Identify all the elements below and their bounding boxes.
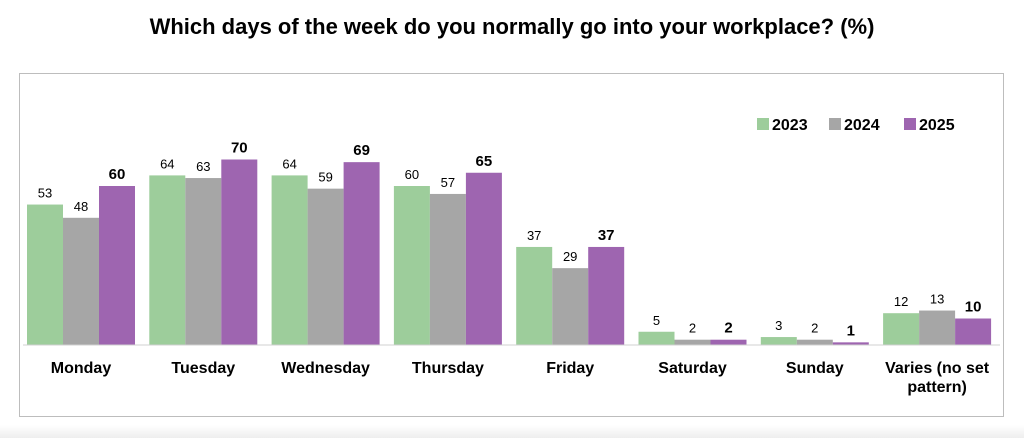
bar-friday-2023: [516, 246, 553, 345]
bar-thursday-2023: [393, 186, 430, 345]
data-label-sunday-2024: 2: [811, 321, 818, 336]
bar-friday-2024: [552, 268, 589, 345]
legend-label-2024: 2024: [844, 117, 880, 134]
data-label-tuesday-2023: 64: [160, 156, 174, 171]
category-label-wednesday: Wednesday: [281, 360, 370, 377]
bar-thursday-2025: [465, 172, 502, 345]
bar-saturday-2024: [674, 339, 711, 345]
bar-wednesday-2025: [343, 162, 380, 345]
data-label-wednesday-2024: 59: [318, 170, 332, 185]
bar-sunday-2023: [760, 337, 797, 345]
plot-area-frame: [19, 73, 1004, 417]
category-label-varies-no-set-pattern: Varies (no set pattern): [885, 360, 990, 396]
data-label-saturday-2025: 2: [724, 320, 732, 337]
data-label-friday-2023: 37: [527, 228, 541, 243]
category-label-saturday: Saturday: [658, 360, 727, 377]
data-label-thursday-2025: 65: [476, 153, 493, 170]
data-label-wednesday-2025: 69: [353, 142, 370, 159]
data-label-wednesday-2023: 64: [282, 156, 296, 171]
bar-tuesday-2024: [185, 178, 222, 345]
data-label-monday-2024: 48: [74, 199, 88, 214]
bar-tuesday-2025: [221, 159, 258, 345]
data-label-tuesday-2024: 63: [196, 159, 210, 174]
legend-swatch-2024: [829, 118, 841, 130]
bottom-edge-shadow: [0, 425, 1024, 438]
bar-sunday-2025: [832, 342, 869, 345]
data-label-varies-no-set-pattern-2024: 13: [930, 292, 944, 307]
bar-monday-2024: [63, 217, 99, 345]
bar-varies-no-set-pattern-2024: [919, 310, 956, 345]
chart-title: Which days of the week do you normally g…: [149, 14, 875, 39]
category-label-sunday: Sunday: [786, 360, 844, 377]
bar-varies-no-set-pattern-2025: [955, 318, 992, 345]
data-label-monday-2023: 53: [38, 186, 52, 201]
bar-monday-2025: [99, 186, 135, 345]
bar-wednesday-2023: [271, 175, 308, 345]
data-label-varies-no-set-pattern-2025: 10: [965, 299, 982, 316]
data-label-friday-2024: 29: [563, 249, 577, 264]
legend-label-2025: 2025: [919, 117, 955, 134]
legend-label-2023: 2023: [772, 117, 808, 134]
legend-swatch-2025: [904, 118, 916, 130]
category-label-monday: Monday: [51, 360, 112, 377]
bar-wednesday-2024: [307, 188, 344, 345]
data-label-sunday-2023: 3: [775, 318, 782, 333]
data-label-thursday-2023: 60: [405, 167, 419, 182]
legend-swatch-2023: [757, 118, 769, 130]
bar-tuesday-2023: [149, 175, 186, 345]
bar-friday-2025: [588, 246, 625, 345]
bar-saturday-2023: [638, 331, 675, 345]
bar-sunday-2024: [796, 339, 833, 345]
data-label-saturday-2024: 2: [689, 321, 696, 336]
data-label-friday-2025: 37: [598, 227, 615, 244]
data-label-varies-no-set-pattern-2023: 12: [894, 294, 908, 309]
data-label-tuesday-2025: 70: [231, 140, 248, 157]
data-label-saturday-2023: 5: [653, 313, 660, 328]
bar-thursday-2024: [429, 193, 466, 345]
category-label-tuesday: Tuesday: [171, 360, 235, 377]
bar-varies-no-set-pattern-2023: [883, 313, 920, 345]
category-label-friday: Friday: [546, 360, 594, 377]
category-label-thursday: Thursday: [412, 360, 484, 377]
data-label-sunday-2025: 1: [847, 322, 855, 339]
bar-monday-2023: [27, 204, 63, 345]
data-label-thursday-2024: 57: [441, 175, 455, 190]
bar-saturday-2025: [710, 339, 747, 345]
data-label-monday-2025: 60: [109, 166, 126, 183]
